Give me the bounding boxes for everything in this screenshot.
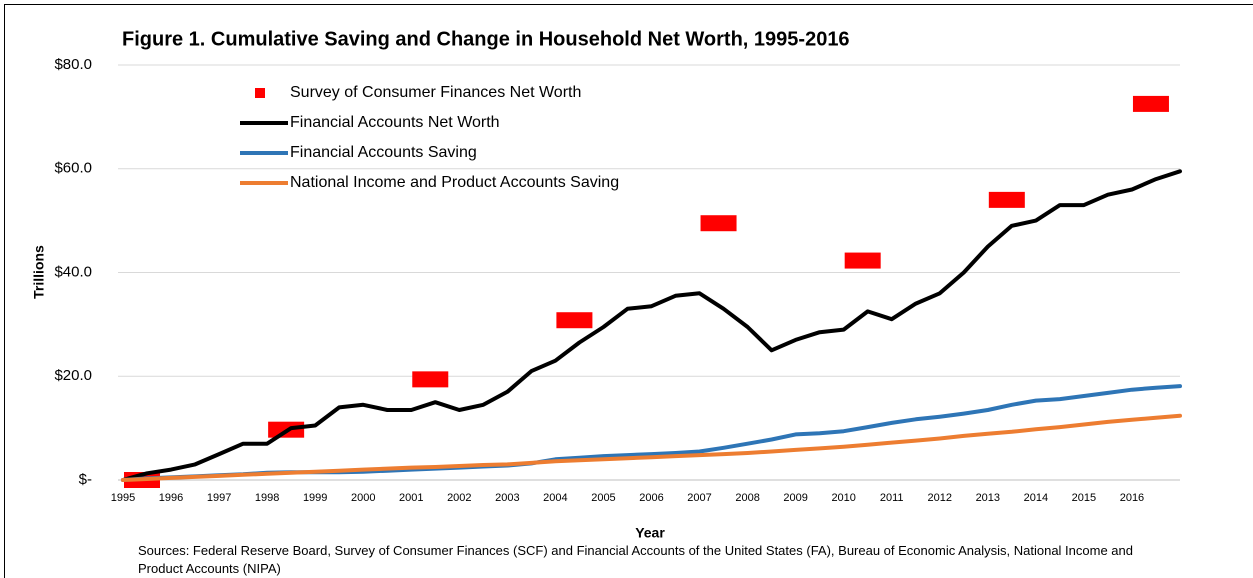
x-tick-label: 1998 xyxy=(255,492,279,504)
y-tick-label: $80.0 xyxy=(54,56,92,73)
y-tick-label: $40.0 xyxy=(54,263,92,280)
survey-marker xyxy=(844,252,881,269)
legend-swatch xyxy=(255,88,265,98)
series-line xyxy=(121,169,1182,482)
x-tick-label: 2015 xyxy=(1072,492,1096,504)
x-tick-label: 2013 xyxy=(976,492,1000,504)
legend-label: Financial Accounts Saving xyxy=(290,144,477,161)
x-tick-label: 1996 xyxy=(159,492,183,504)
x-tick-label: 2006 xyxy=(639,492,663,504)
x-tick-label: 1995 xyxy=(111,492,135,504)
x-tick-label: 2002 xyxy=(447,492,471,504)
survey-marker xyxy=(412,371,449,388)
legend-label: National Income and Product Accounts Sav… xyxy=(290,174,619,191)
x-tick-label: 2016 xyxy=(1120,492,1144,504)
x-tick-label: 2004 xyxy=(543,492,567,504)
y-tick-label: $60.0 xyxy=(54,160,92,177)
y-tick-label: $- xyxy=(79,471,92,488)
x-tick-label: 2007 xyxy=(687,492,711,504)
x-tick-label: 2012 xyxy=(928,492,952,504)
x-tick-label: 2003 xyxy=(495,492,519,504)
legend-label: Survey of Consumer Finances Net Worth xyxy=(290,84,581,101)
frame xyxy=(4,4,1253,578)
x-tick-label: 1997 xyxy=(207,492,231,504)
x-tick-label: 2001 xyxy=(399,492,423,504)
x-axis-label: Year xyxy=(635,525,665,541)
x-tick-label: 2008 xyxy=(735,492,759,504)
x-tick-label: 2010 xyxy=(831,492,855,504)
survey-marker xyxy=(988,191,1025,208)
x-tick-label: 2011 xyxy=(880,492,904,504)
survey-marker xyxy=(556,312,593,329)
survey-marker xyxy=(700,215,737,232)
x-tick-label: 2000 xyxy=(351,492,375,504)
x-tick-label: 2009 xyxy=(783,492,807,504)
chart-title: Figure 1. Cumulative Saving and Change i… xyxy=(122,28,850,50)
legend-label: Financial Accounts Net Worth xyxy=(290,114,500,131)
y-axis-label: Trillions xyxy=(31,245,47,299)
series-line xyxy=(121,413,1182,482)
x-tick-label: 1999 xyxy=(303,492,327,504)
source-note: Sources: Federal Reserve Board, Survey o… xyxy=(138,543,1133,576)
x-tick-label: 2005 xyxy=(591,492,615,504)
survey-marker xyxy=(1132,95,1169,112)
x-tick-label: 2014 xyxy=(1024,492,1048,504)
y-tick-label: $20.0 xyxy=(54,367,92,384)
